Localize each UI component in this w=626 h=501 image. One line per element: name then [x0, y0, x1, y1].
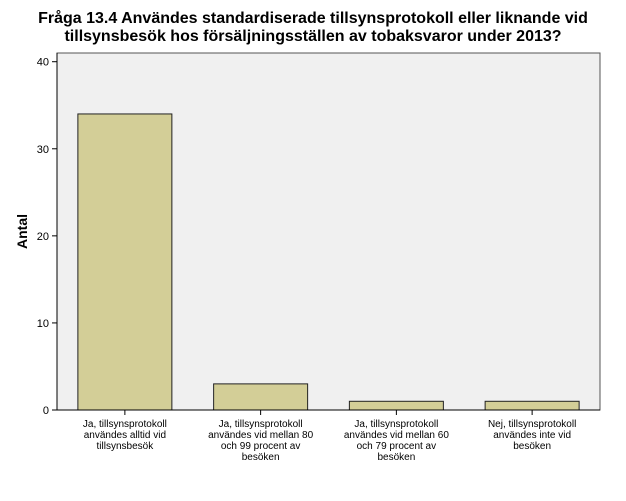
- x-tick-label: Ja, tillsynsprotokoll användes vid mellan…: [344, 419, 450, 463]
- x-tick-label-line: användes vid mellan 60: [344, 430, 450, 441]
- bar: [484, 400, 580, 411]
- y-axis-title: Antal: [14, 214, 30, 249]
- x-tick-label-line: Ja, tillsynsprotokoll: [354, 419, 438, 430]
- x-axis-ticks: Ja, tillsynsprotokoll användes alltid vid…: [83, 410, 576, 463]
- y-tick-label: 30: [37, 144, 49, 156]
- y-tick-label: 40: [37, 57, 49, 69]
- x-tick-label-line: Nej, tillsynsprotokoll: [488, 419, 576, 430]
- bar: [77, 113, 173, 411]
- x-tick-label: Ja, tillsynsprotokoll användes vid mellan…: [208, 419, 314, 463]
- x-tick-label-line: och 99 procent av: [221, 441, 301, 452]
- y-tick-label: 20: [37, 231, 49, 243]
- x-tick-label: Nej, tillsynsprotokoll användes inte vid b…: [488, 419, 576, 452]
- x-tick-label-line: besöken: [513, 441, 551, 452]
- x-tick-label-line: och 79 procent av: [357, 441, 437, 452]
- x-tick-label-line: användes inte vid: [493, 430, 571, 441]
- y-tick-label: 10: [37, 318, 49, 330]
- bar: [348, 400, 444, 411]
- chart-title-line-1: Fråga 13.4 Användes standardiserade till…: [38, 10, 588, 27]
- bar: [213, 383, 309, 411]
- x-tick-label-line: besöken: [242, 452, 280, 463]
- chart-title: Fråga 13.4 Användes standardiserade till…: [0, 10, 626, 46]
- x-tick-label-line: användes vid mellan 80: [208, 430, 314, 441]
- x-tick-label: Ja, tillsynsprotokoll användes alltid vid…: [83, 419, 167, 452]
- y-axis-ticks: 0 10 20 30 40: [37, 57, 57, 417]
- x-tick-label-line: besöken: [377, 452, 415, 463]
- x-tick-label-line: Ja, tillsynsprotokoll: [219, 419, 303, 430]
- y-tick-label: 0: [43, 405, 49, 417]
- chart-title-line-2: tillsynsbesök hos försäljningsställen av…: [64, 28, 562, 45]
- x-tick-label-line: Ja, tillsynsprotokoll: [83, 419, 167, 430]
- x-tick-label-line: tillsynsbesök: [97, 441, 155, 452]
- x-tick-label-line: användes alltid vid: [84, 430, 166, 441]
